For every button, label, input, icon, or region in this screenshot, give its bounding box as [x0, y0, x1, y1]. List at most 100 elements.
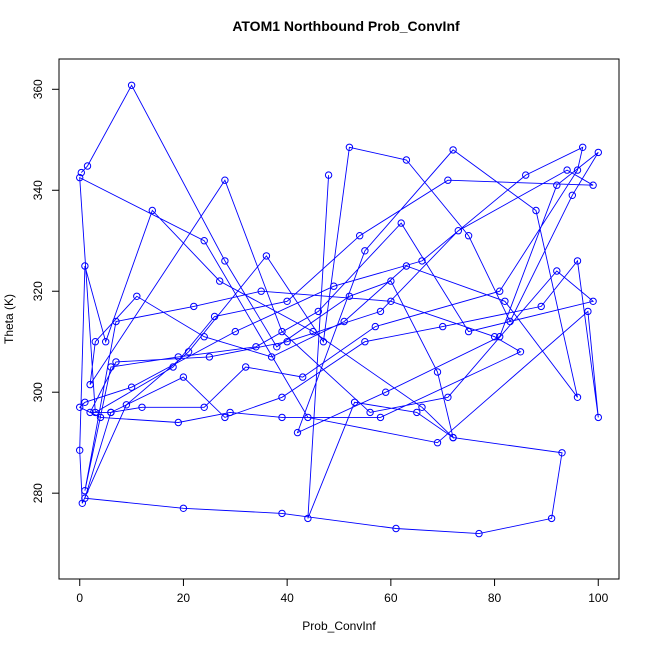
data-point — [340, 317, 348, 326]
x-tick-label: 20 — [177, 591, 191, 605]
data-point — [444, 176, 452, 184]
data-point — [314, 307, 322, 316]
data-point — [553, 267, 561, 275]
data-point — [184, 348, 193, 356]
data-point — [221, 413, 229, 422]
data-point — [361, 338, 369, 346]
data-point — [205, 353, 214, 361]
x-tick-label: 80 — [488, 591, 502, 605]
data-point — [293, 428, 302, 437]
data-point — [283, 338, 291, 346]
data-point — [324, 171, 333, 179]
data-point — [573, 257, 582, 265]
data-point — [169, 363, 177, 371]
data-point — [174, 353, 183, 361]
x-axis-label: Prob_ConvInf — [302, 619, 376, 633]
data-point — [221, 257, 229, 265]
data-point — [464, 232, 473, 240]
data-point — [83, 162, 92, 170]
y-tick-label: 280 — [31, 483, 45, 503]
data-point — [273, 343, 281, 351]
data-point — [516, 348, 525, 356]
data-point — [133, 292, 141, 300]
data-point — [449, 146, 457, 154]
data-point — [330, 282, 338, 290]
data-point — [278, 413, 286, 422]
data-point — [397, 219, 405, 227]
data-point — [112, 358, 120, 366]
data-point — [496, 333, 504, 341]
data-point — [464, 327, 473, 336]
data-point — [262, 252, 271, 260]
data-point — [433, 368, 442, 376]
data-point — [350, 398, 359, 406]
data-point — [148, 206, 157, 215]
x-tick-label: 40 — [280, 591, 294, 605]
data-point — [86, 380, 94, 389]
data-point — [532, 206, 540, 215]
data-point — [553, 181, 561, 189]
data-point — [299, 373, 307, 381]
data-point — [522, 171, 530, 179]
series-line — [78, 84, 599, 535]
data-point — [376, 413, 385, 422]
data-point — [568, 191, 576, 200]
data-point — [309, 327, 317, 336]
data-point — [573, 166, 582, 174]
data-point — [210, 312, 219, 321]
data-point — [127, 81, 136, 90]
data-point — [231, 327, 240, 336]
data-point — [361, 247, 369, 255]
data-point — [81, 487, 89, 495]
data-point — [107, 408, 115, 417]
data-point — [200, 237, 208, 245]
data-point — [174, 418, 183, 427]
data-point — [345, 292, 354, 300]
data-point — [257, 287, 265, 295]
data-point — [200, 403, 208, 411]
data-point — [81, 494, 89, 502]
series-layer — [78, 84, 599, 535]
data-point — [589, 297, 597, 305]
data-point — [76, 173, 84, 182]
x-axis: 0 20 40 60 80 100 — [76, 578, 609, 605]
data-point — [418, 403, 426, 411]
data-point — [96, 413, 105, 422]
data-point — [490, 333, 499, 341]
data-point — [382, 388, 390, 396]
data-point — [267, 353, 276, 361]
data-point — [444, 393, 452, 401]
data-point — [345, 143, 354, 152]
data-point — [594, 148, 602, 157]
y-axis-label: Theta (K) — [2, 294, 16, 344]
data-point — [558, 449, 566, 457]
data-point — [304, 514, 312, 523]
data-point — [278, 509, 286, 518]
data-point — [506, 317, 514, 326]
data-point — [501, 297, 509, 305]
data-point — [439, 322, 447, 331]
data-point — [138, 403, 146, 411]
data-point — [433, 439, 442, 447]
data-point — [563, 166, 571, 174]
data-point — [387, 297, 395, 305]
data-point — [77, 168, 86, 177]
data-point — [86, 408, 94, 417]
data-point — [179, 504, 188, 512]
data-point — [496, 287, 504, 295]
data-point — [200, 333, 208, 341]
y-tick-label: 360 — [31, 79, 45, 99]
data-point — [584, 307, 592, 316]
data-point — [179, 373, 188, 381]
data-point — [76, 446, 84, 454]
y-tick-label: 300 — [31, 382, 45, 402]
plot-area-frame — [58, 58, 620, 580]
data-point — [594, 413, 602, 422]
data-point — [454, 227, 462, 235]
data-point — [102, 338, 110, 346]
data-point — [216, 277, 224, 285]
data-point — [413, 408, 421, 417]
data-point — [190, 302, 198, 311]
data-point — [283, 297, 291, 305]
data-point — [418, 257, 426, 265]
